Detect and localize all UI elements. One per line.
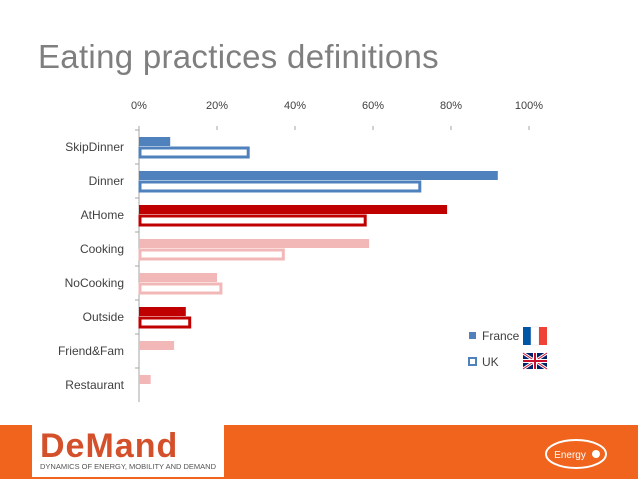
bar-uk <box>138 146 250 159</box>
legend-label-france: France <box>482 329 520 343</box>
bar-france <box>139 137 171 146</box>
bar-uk <box>138 282 223 295</box>
bar-france <box>139 239 370 248</box>
category-label: SkipDinner <box>65 140 124 154</box>
bar-uk <box>138 316 192 329</box>
flag-france-icon <box>523 326 547 346</box>
energy-logo-label: Energy <box>554 450 586 461</box>
bar-uk <box>138 180 422 193</box>
bar-uk <box>138 248 285 261</box>
legend-swatch-uk <box>468 357 477 366</box>
category-label: Outside <box>83 310 125 324</box>
bar-france <box>139 341 175 350</box>
flag-uk-icon <box>522 351 548 371</box>
category-label: AtHome <box>81 208 125 222</box>
demand-logo-text: DeMand <box>40 427 179 465</box>
bar-chart: 0% 20% 40% 60% 80% 100% SkipDinner Dinner AtHome… <box>58 100 548 402</box>
bar-uk <box>138 214 367 227</box>
category-label: Dinner <box>89 174 124 188</box>
category-label: Cooking <box>80 242 124 256</box>
energy-logo: Energy <box>545 439 607 469</box>
bar-france <box>139 375 151 384</box>
chart-legend: France UK <box>468 326 548 371</box>
legend-swatch-france <box>469 332 476 339</box>
bar-france <box>139 273 217 282</box>
bar-france <box>139 205 448 214</box>
demand-logo-subtitle: DYNAMICS OF ENERGY, MOBILITY AND DEMAND <box>40 462 217 471</box>
x-tick-label: 40% <box>284 100 306 112</box>
x-tick-label: 60% <box>362 100 384 112</box>
bar-france <box>139 307 186 316</box>
bar-france <box>139 171 498 180</box>
page-title: Eating practices definitions <box>38 38 439 75</box>
x-tick-label: 0% <box>131 100 147 112</box>
chart-bars <box>138 137 498 384</box>
category-label: Restaurant <box>65 378 124 392</box>
chart-axes: 0% 20% 40% 60% 80% 100% SkipDinner Dinner AtHome… <box>58 100 543 402</box>
demand-logo <box>32 425 224 477</box>
x-tick-label: 80% <box>440 100 462 112</box>
category-label: Friend&Fam <box>58 344 124 358</box>
x-tick-label: 20% <box>206 100 228 112</box>
x-tick-label: 100% <box>515 100 543 112</box>
legend-label-uk: UK <box>482 355 499 369</box>
category-label: NoCooking <box>65 276 124 290</box>
